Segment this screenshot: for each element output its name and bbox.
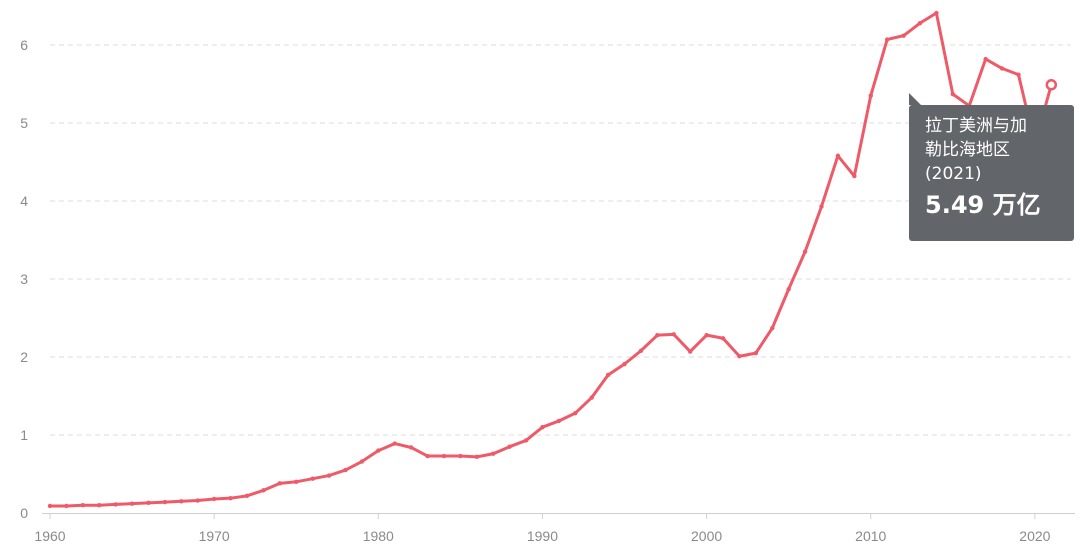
data-point[interactable]	[655, 332, 660, 338]
data-point[interactable]	[244, 493, 250, 499]
data-point[interactable]	[195, 498, 200, 503]
data-point[interactable]	[1016, 72, 1021, 77]
data-point[interactable]	[999, 66, 1005, 71]
data-point[interactable]	[113, 502, 118, 507]
data-point[interactable]	[80, 503, 86, 508]
data-point[interactable]	[687, 349, 693, 354]
data-point[interactable]	[622, 361, 627, 367]
data-point[interactable]	[458, 453, 463, 459]
data-point[interactable]	[802, 249, 808, 254]
tooltip: 拉丁美洲与加 勒比海地区 (2021) 5.49 万亿	[909, 105, 1074, 241]
data-point[interactable]	[934, 10, 939, 16]
y-tick-label: 6	[20, 37, 28, 53]
tooltip-year: (2021)	[925, 164, 982, 184]
data-point[interactable]	[573, 410, 578, 416]
data-point[interactable]	[523, 438, 529, 443]
data-point[interactable]	[852, 173, 857, 179]
data-point[interactable]	[770, 325, 775, 331]
data-point[interactable]	[64, 503, 69, 509]
data-point[interactable]	[294, 479, 299, 484]
series-line[interactable]	[47, 10, 1054, 509]
x-tick-label: 1990	[527, 528, 558, 544]
data-point[interactable]	[162, 499, 168, 505]
tooltip-pointer	[909, 93, 921, 105]
data-point[interactable]	[474, 454, 479, 460]
x-tick-label: 1970	[199, 528, 230, 544]
data-point[interactable]	[261, 488, 266, 493]
data-point[interactable]	[835, 153, 841, 158]
grid-lines	[50, 44, 1071, 436]
data-point[interactable]	[901, 33, 906, 38]
data-point[interactable]	[704, 332, 709, 338]
data-point[interactable]	[868, 93, 873, 98]
data-point[interactable]	[917, 20, 923, 26]
highlight-point[interactable]	[1045, 79, 1058, 91]
tooltip-series-name-line2: 勒比海地区	[925, 140, 1010, 160]
tooltip-value: 5.49 万亿	[925, 191, 1041, 219]
data-point[interactable]	[97, 503, 102, 508]
x-tick-label: 2010	[855, 528, 886, 544]
data-point[interactable]	[277, 481, 283, 486]
data-point[interactable]	[408, 445, 414, 450]
data-point[interactable]	[392, 441, 397, 446]
data-point[interactable]	[884, 37, 890, 42]
x-tick-label: 2000	[691, 528, 722, 544]
data-point[interactable]	[556, 418, 562, 424]
data-point[interactable]	[129, 501, 135, 506]
data-point[interactable]	[983, 56, 988, 62]
data-point[interactable]	[146, 500, 151, 506]
highlighted-data-point[interactable]	[1045, 79, 1058, 91]
data-point[interactable]	[211, 496, 217, 502]
data-point[interactable]	[326, 473, 332, 478]
data-point[interactable]	[786, 286, 791, 292]
data-point[interactable]	[950, 91, 956, 97]
data-point[interactable]	[737, 354, 742, 359]
data-point[interactable]	[343, 467, 348, 473]
data-point[interactable]	[819, 204, 824, 209]
data-point[interactable]	[441, 453, 447, 459]
data-point[interactable]	[671, 332, 676, 337]
y-tick-label: 0	[20, 505, 28, 521]
data-point[interactable]	[753, 350, 759, 356]
x-tick-label: 2020	[1019, 528, 1050, 544]
tooltip-series-name-line1: 拉丁美洲与加	[925, 116, 1027, 136]
data-point[interactable]	[605, 372, 611, 378]
series-line-path[interactable]	[48, 11, 1053, 508]
data-point[interactable]	[425, 453, 430, 459]
data-point[interactable]	[490, 451, 496, 456]
data-point[interactable]	[638, 348, 644, 353]
y-axis-ticks: 0 1 2 3 4 5 6	[20, 37, 28, 521]
x-axis-ticks: 1960 1970 1980 1990 2000 2010 2020	[34, 513, 1051, 544]
data-point[interactable]	[47, 503, 53, 509]
y-tick-label: 3	[20, 271, 28, 287]
data-point[interactable]	[179, 499, 184, 504]
y-tick-label: 2	[20, 349, 28, 365]
data-point[interactable]	[376, 448, 381, 453]
y-tick-label: 1	[20, 427, 28, 443]
y-tick-label: 4	[20, 193, 28, 209]
data-point[interactable]	[540, 425, 545, 430]
y-tick-label: 5	[20, 115, 28, 131]
data-point[interactable]	[720, 336, 726, 341]
data-point[interactable]	[310, 476, 315, 481]
data-point[interactable]	[507, 444, 512, 449]
data-point[interactable]	[589, 395, 594, 400]
data-point[interactable]	[228, 495, 233, 501]
data-point[interactable]	[359, 459, 365, 464]
x-tick-label: 1980	[363, 528, 394, 544]
x-tick-label: 1960	[34, 528, 65, 544]
